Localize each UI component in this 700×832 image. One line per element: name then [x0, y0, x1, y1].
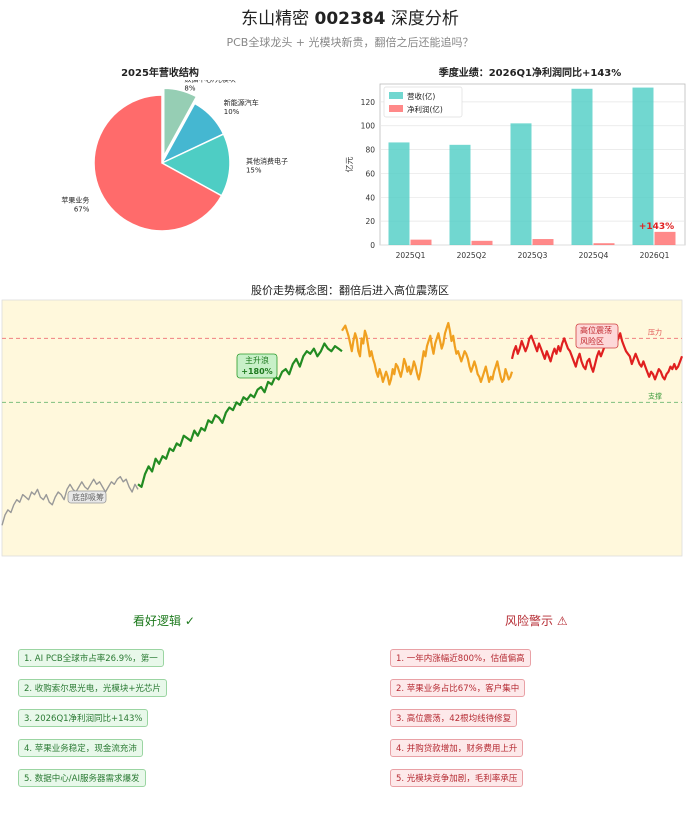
bar [654, 231, 676, 245]
annotation-text: 风险区 [580, 336, 604, 346]
legend-swatch [389, 105, 403, 112]
pie-slice [160, 133, 231, 197]
pie-slice [93, 94, 223, 232]
risk-item: 1. 一年内涨幅近800%，估值偏高 [390, 649, 531, 667]
title-prefix: 东山精密 [241, 9, 315, 29]
bar [571, 88, 593, 245]
bullish-title: 看好逻辑 ✓ [133, 614, 195, 628]
price-line-1 [1, 475, 139, 526]
annotation-box [575, 323, 619, 349]
legend: 营收(亿) 净利润(亿) [383, 86, 463, 118]
bullish-item: 2. 收购索尔思光电，光模块+光芯片 [18, 679, 167, 697]
annotation-text: 高位震荡 [580, 325, 612, 335]
y-tick-label: 0 [370, 241, 375, 250]
bar [632, 87, 654, 245]
bullish-item: 5. 数据中心/AI服务器需求爆发 [18, 769, 146, 787]
annotation-text: 主升浪 [245, 355, 269, 365]
legend-label: 净利润(亿) [407, 104, 443, 114]
x-tick-label: 2025Q3 [518, 251, 548, 260]
legend-label: 营收(亿) [407, 91, 435, 101]
y-tick-label: 80 [365, 146, 375, 155]
annotation-text: 底部吸筹 [72, 492, 104, 502]
pie-slice-label: 新能源汽车 [224, 98, 259, 107]
risk-title: 风险警示 ⚠ [505, 614, 568, 628]
risk-item: 2. 苹果业务占比67%，客户集中 [390, 679, 526, 697]
bullish-item: 3. 2026Q1净利润同比+143% [18, 709, 149, 727]
pie-slice-label: 数据中心/光模块 [184, 80, 235, 84]
pie-slice-pct: 67% [74, 206, 90, 214]
bar [532, 239, 554, 245]
y-tick-label: 120 [361, 98, 376, 107]
support-label: 支撑 [648, 391, 662, 400]
title-code: 002384 [314, 9, 386, 29]
title-suffix: 深度分析 [385, 9, 459, 29]
y-tick-label: 100 [361, 122, 376, 131]
annotation-text: +180% [241, 367, 272, 376]
risk-item: 3. 高位震荡，42根均线待修复 [390, 709, 518, 727]
annotation-box [67, 490, 107, 504]
legend-box [383, 86, 463, 118]
x-tick-label: 2025Q2 [457, 251, 487, 260]
bar-annotation: +143% [639, 222, 674, 232]
y-tick-label: 40 [365, 193, 375, 202]
risk-item: 5. 光模块竞争加剧，毛利率承压 [390, 769, 524, 787]
page-subtitle: PCB全球龙头 + 光模块新贵，翻倍之后还能追吗？ [226, 36, 474, 49]
bar [410, 239, 432, 245]
page-title: 东山精密 002384 深度分析 [0, 4, 700, 29]
bullish-item: 1. AI PCB全球市占率26.9%，第一 [18, 649, 164, 667]
risk-item: 4. 并购贷款增加，财务费用上升 [390, 739, 524, 757]
price-line-2 [137, 342, 343, 488]
y-tick-label: 60 [365, 169, 375, 178]
annotation-box [236, 353, 278, 379]
pie-slice-label: 其他消费电子 [246, 157, 288, 166]
pie-slice-label: 苹果业务 [61, 196, 89, 205]
pie-slice-pct: 8% [184, 85, 195, 93]
pie-slice [162, 87, 198, 157]
bar [471, 240, 493, 245]
pie-title: 2025年营收结构 [121, 68, 199, 79]
line-title: 股价走势概念图：翻倍后进入高位震荡区 [251, 284, 449, 297]
y-axis-label: 亿元 [344, 157, 354, 173]
price-line-4 [510, 332, 684, 381]
y-tick-label: 20 [365, 217, 375, 226]
resistance-label: 压力 [648, 327, 662, 336]
bar [510, 123, 532, 245]
price-line-3 [341, 321, 514, 386]
x-tick-label: 2025Q4 [579, 251, 609, 260]
plot-background [1, 299, 683, 557]
x-tick-label: 2025Q1 [396, 251, 426, 260]
bullish-panel: 看好逻辑 ✓ [18, 612, 318, 629]
x-tick-label: 2026Q1 [640, 251, 670, 260]
bar-title: 季度业绩：2026Q1净利润同比+143% [438, 68, 622, 79]
bar [449, 144, 471, 245]
bar [388, 142, 410, 245]
bar-chart: 0 20 40 60 80 100 120 亿元 2025Q1 2025Q2 2025Q3 2025Q… [344, 83, 686, 260]
bullish-item: 4. 苹果业务稳定，现金流充沛 [18, 739, 143, 757]
pie-slice-pct: 10% [224, 108, 240, 116]
risk-panel: 风险警示 ⚠ [390, 612, 690, 629]
pie-slice-pct: 15% [246, 167, 262, 175]
bar [593, 243, 615, 245]
legend-swatch [389, 92, 403, 99]
